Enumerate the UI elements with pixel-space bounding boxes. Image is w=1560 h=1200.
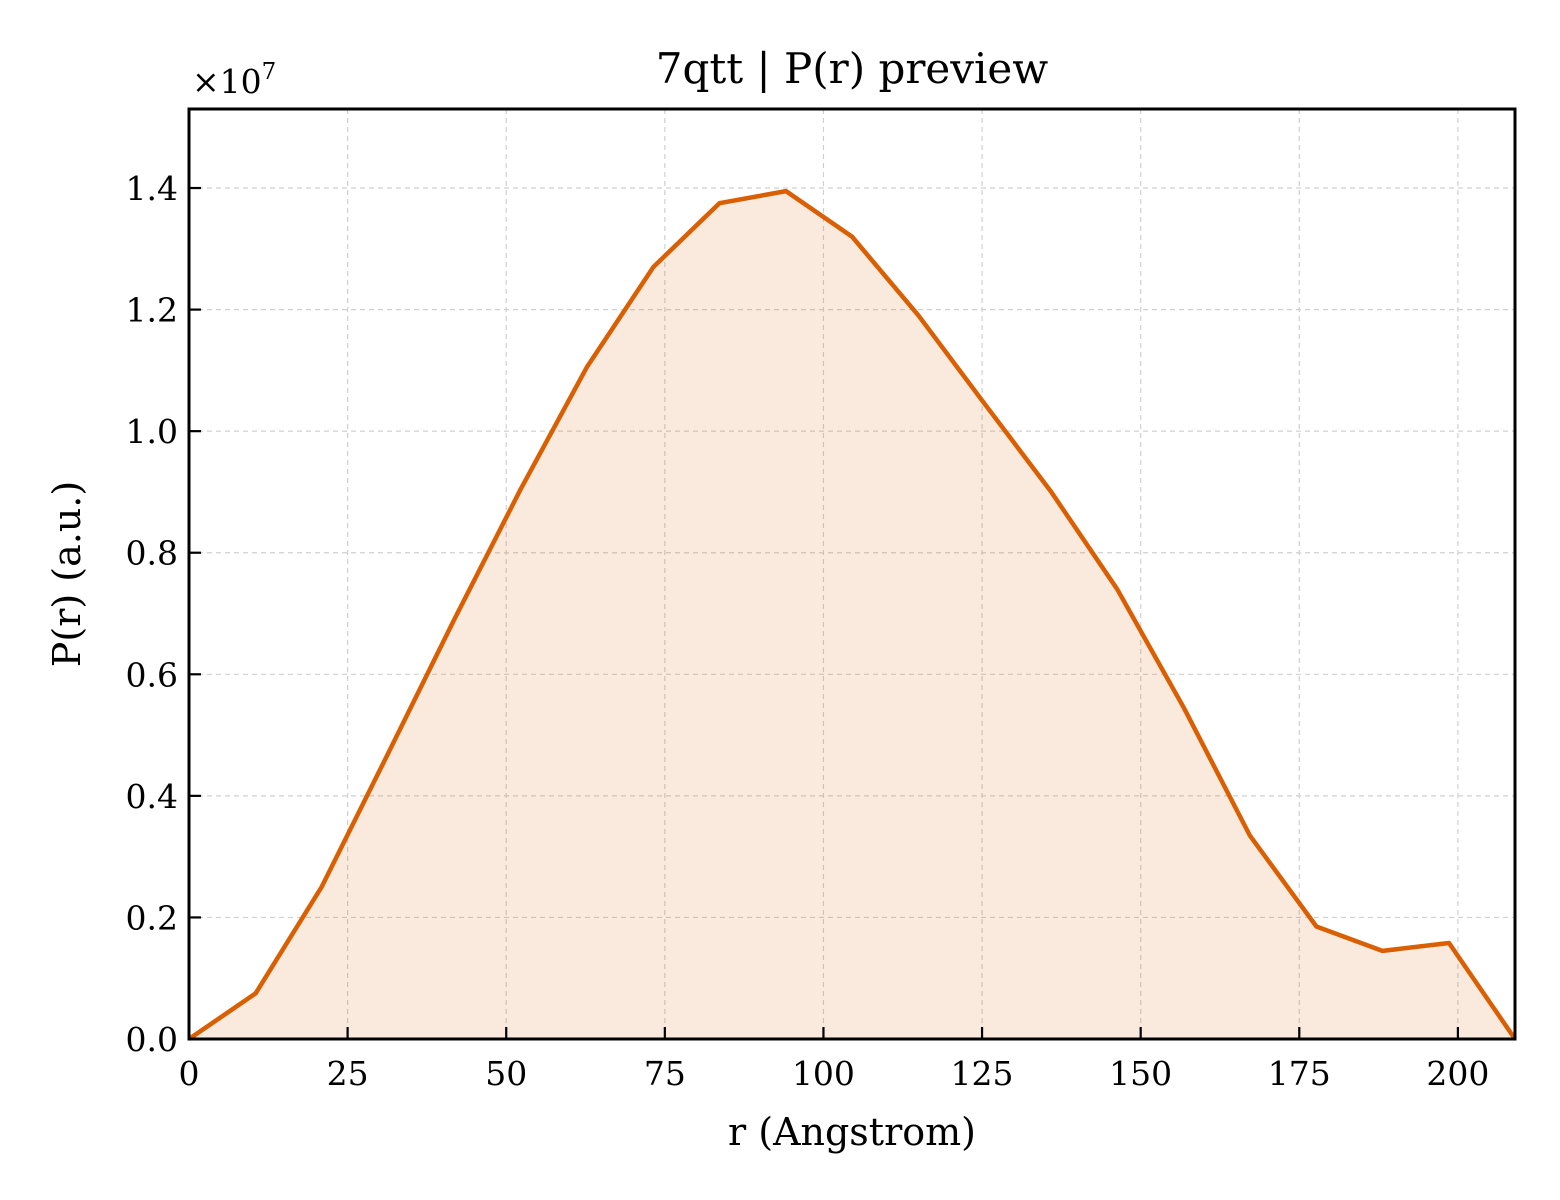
y-tick-label: 0.6 (126, 655, 178, 694)
x-tick-label: 50 (485, 1054, 527, 1093)
y-offset-label: ×107 (192, 59, 276, 101)
x-tick-label: 200 (1426, 1054, 1489, 1093)
x-tick-label: 75 (644, 1054, 686, 1093)
tick-layer: 0 25 50 75 100 125 150 175 200 0.0 0.2 0.4 0.6 0.8 1.0… (126, 169, 1490, 1093)
y-tick-label: 0.0 (126, 1020, 178, 1059)
series-line (187, 188, 1517, 1041)
y-offset-base: ×10 (192, 62, 262, 101)
x-tick-label: 0 (179, 1054, 200, 1093)
y-tick-label: 0.4 (126, 777, 178, 816)
y-offset-exponent: 7 (262, 59, 277, 85)
y-tick-label: 0.8 (126, 534, 178, 573)
y-tick-label: 1.2 (126, 291, 178, 330)
x-axis-label: r (Angstrom) (728, 1110, 976, 1154)
chart-title: 7qtt | P(r) preview (656, 44, 1049, 93)
y-axis-label: P(r) (a.u.) (45, 481, 89, 667)
x-tick-label: 175 (1268, 1054, 1331, 1093)
x-tick-label: 100 (792, 1054, 855, 1093)
y-tick-label: 1.4 (126, 169, 178, 208)
x-tick-label: 25 (327, 1054, 369, 1093)
y-tick-label: 0.2 (126, 898, 178, 937)
plot-frame (187, 107, 1517, 1041)
y-tick-label: 1.0 (126, 412, 178, 451)
x-tick-label: 150 (1109, 1054, 1172, 1093)
data-layer (187, 188, 1517, 1041)
series-area-fill (189, 191, 1515, 1040)
x-tick-label: 125 (951, 1054, 1014, 1093)
